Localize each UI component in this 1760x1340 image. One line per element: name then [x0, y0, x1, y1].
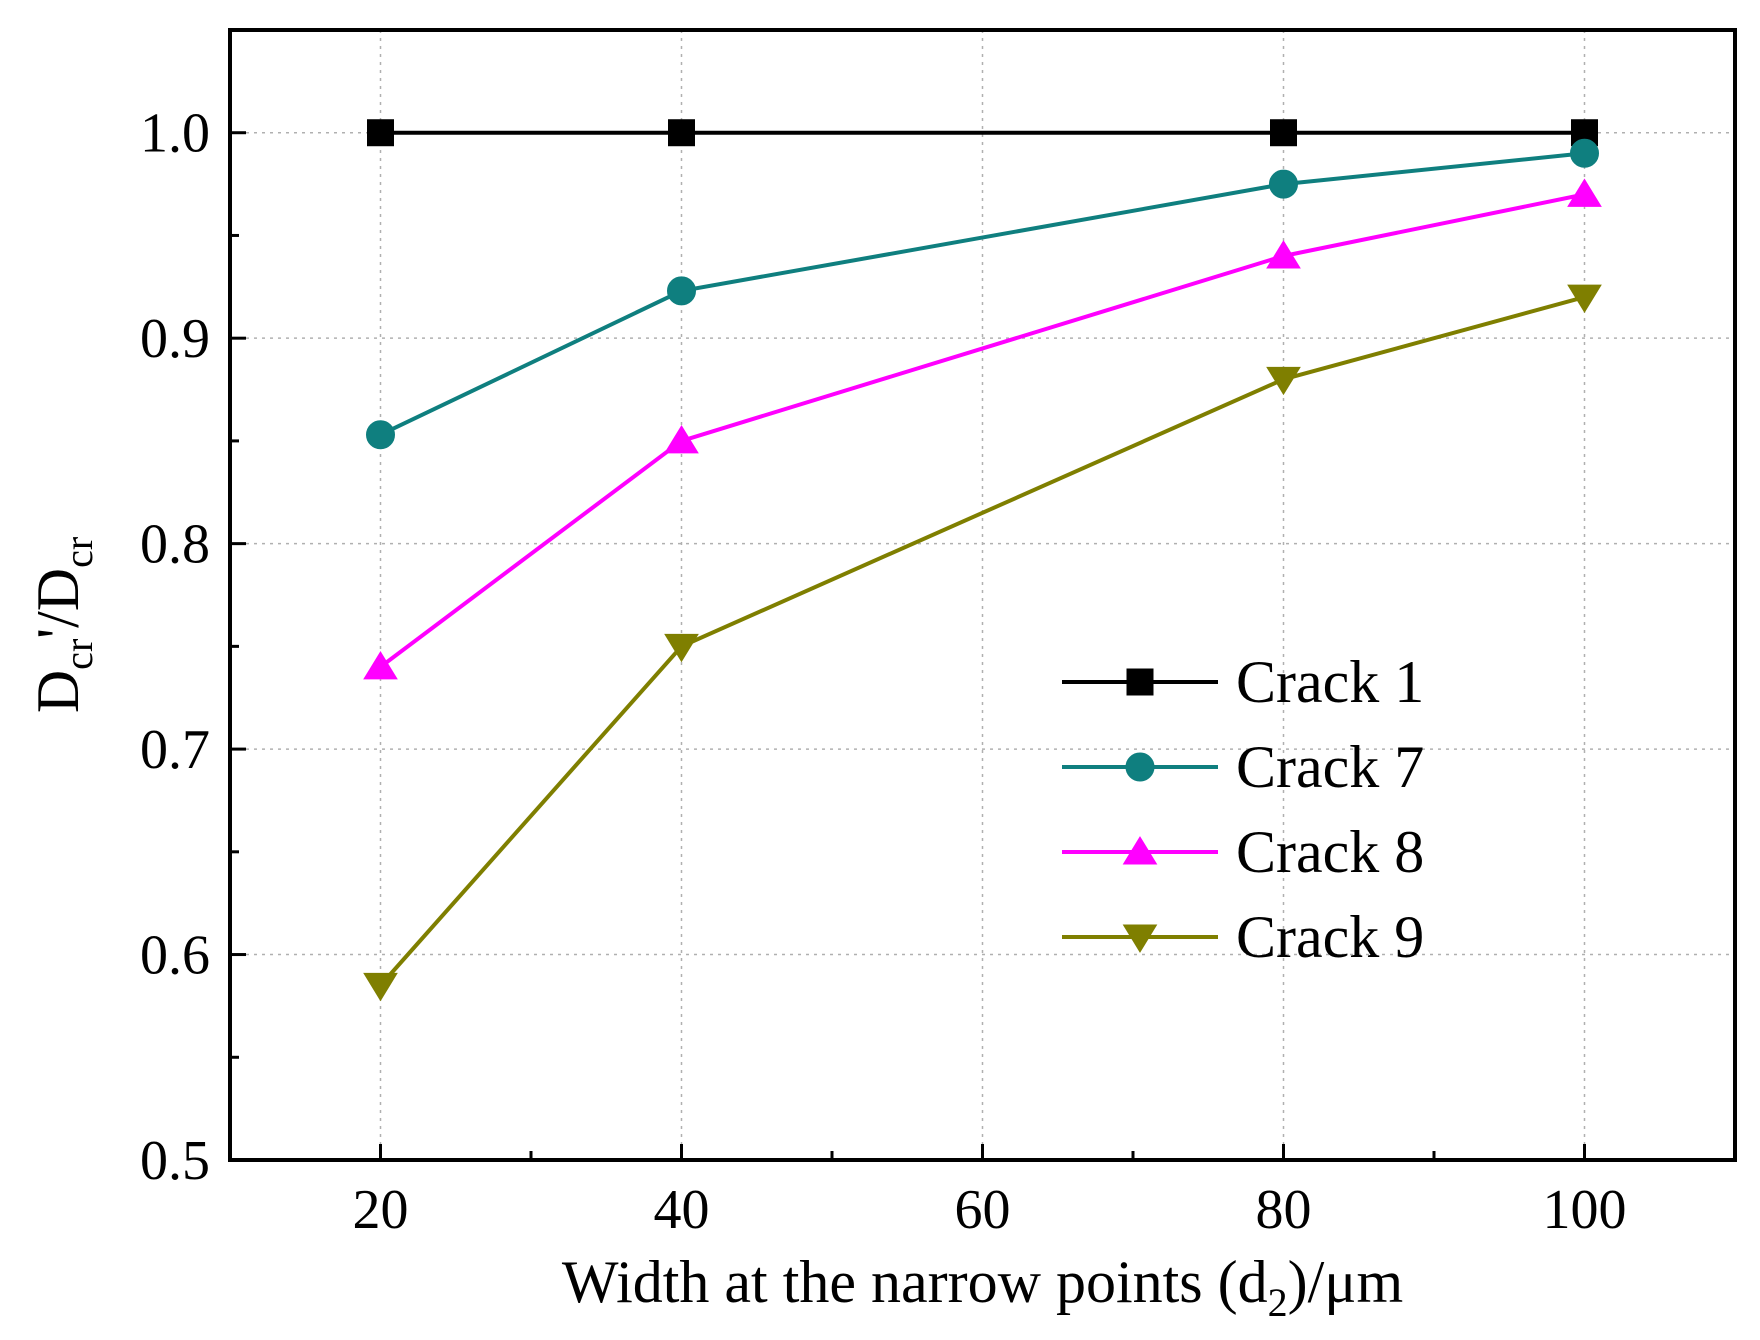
x-tick-label: 40	[654, 1179, 710, 1241]
data-point	[1567, 284, 1602, 313]
data-point	[367, 119, 394, 147]
data-point	[1266, 240, 1301, 269]
x-axis-title-main: Width at the narrow points (d	[562, 1249, 1268, 1315]
y-tick-label: 0.7	[140, 719, 210, 781]
data-point	[366, 420, 395, 450]
data-point	[1266, 366, 1301, 396]
plot-frame	[228, 28, 1737, 1162]
legend-marker	[1122, 836, 1158, 865]
data-point	[363, 651, 398, 680]
y-tick-label: 0.6	[140, 925, 210, 987]
y-tick-label: 1.0	[140, 103, 210, 165]
y-axis-title-mid: '/D	[25, 568, 91, 639]
data-point	[1270, 119, 1297, 147]
data-point	[1567, 178, 1602, 207]
x-axis-title-subscript: 2	[1268, 1280, 1288, 1325]
data-point	[668, 119, 695, 147]
legend-label: Crack 9	[1236, 904, 1424, 970]
data-point	[664, 633, 699, 663]
y-axis-title: Dcr'/Dcr	[25, 537, 101, 713]
data-point	[1269, 169, 1298, 199]
series-line	[379, 151, 1585, 437]
data-point	[667, 276, 696, 306]
tick-labels: 20 40 60 80 100 0.5 0.6 0.7 0.8 0.9 1.0	[140, 103, 1627, 1241]
x-tick-label: 100	[1543, 1179, 1627, 1241]
legend-item: Crack 1	[1062, 649, 1424, 715]
legend-label: Crack 1	[1236, 649, 1424, 715]
grid	[230, 30, 1735, 1160]
series-crack-9	[363, 284, 1602, 1002]
y-axis-title-sub1: cr	[56, 639, 101, 670]
x-axis-title: Width at the narrow points (d2)/μm	[562, 1249, 1403, 1325]
series-line	[379, 295, 1586, 987]
y-axis-title-main: D	[25, 670, 91, 713]
legend-item: Crack 7	[1062, 734, 1424, 800]
x-axis-title-tail: )/μm	[1288, 1249, 1404, 1315]
tick-marks	[230, 131, 1586, 1162]
legend-item: Crack 9	[1062, 904, 1424, 970]
y-tick-label: 0.5	[140, 1130, 210, 1192]
y-tick-label: 0.8	[140, 514, 210, 576]
series-line	[379, 192, 1585, 669]
data-point	[1570, 138, 1599, 168]
data-point	[664, 425, 699, 454]
series-crack-7	[366, 138, 1599, 450]
legend-marker	[1125, 752, 1155, 782]
legend-item: Crack 8	[1062, 819, 1424, 885]
legend: Crack 1 Crack 7 Crack 8 Crack 9	[1062, 649, 1424, 970]
legend-marker	[1122, 924, 1158, 953]
x-tick-label: 80	[1256, 1179, 1312, 1241]
y-tick-label: 0.9	[140, 308, 210, 370]
x-tick-label: 20	[353, 1179, 409, 1241]
series-group	[363, 119, 1602, 1002]
legend-marker	[1126, 668, 1154, 696]
series-crack-8	[363, 178, 1602, 680]
legend-label: Crack 7	[1236, 734, 1424, 800]
x-tick-label: 60	[955, 1179, 1011, 1241]
legend-label: Crack 8	[1236, 819, 1424, 885]
series-crack-1	[367, 119, 1598, 147]
data-point	[363, 972, 398, 1002]
y-axis-title-sub2: cr	[56, 537, 101, 568]
